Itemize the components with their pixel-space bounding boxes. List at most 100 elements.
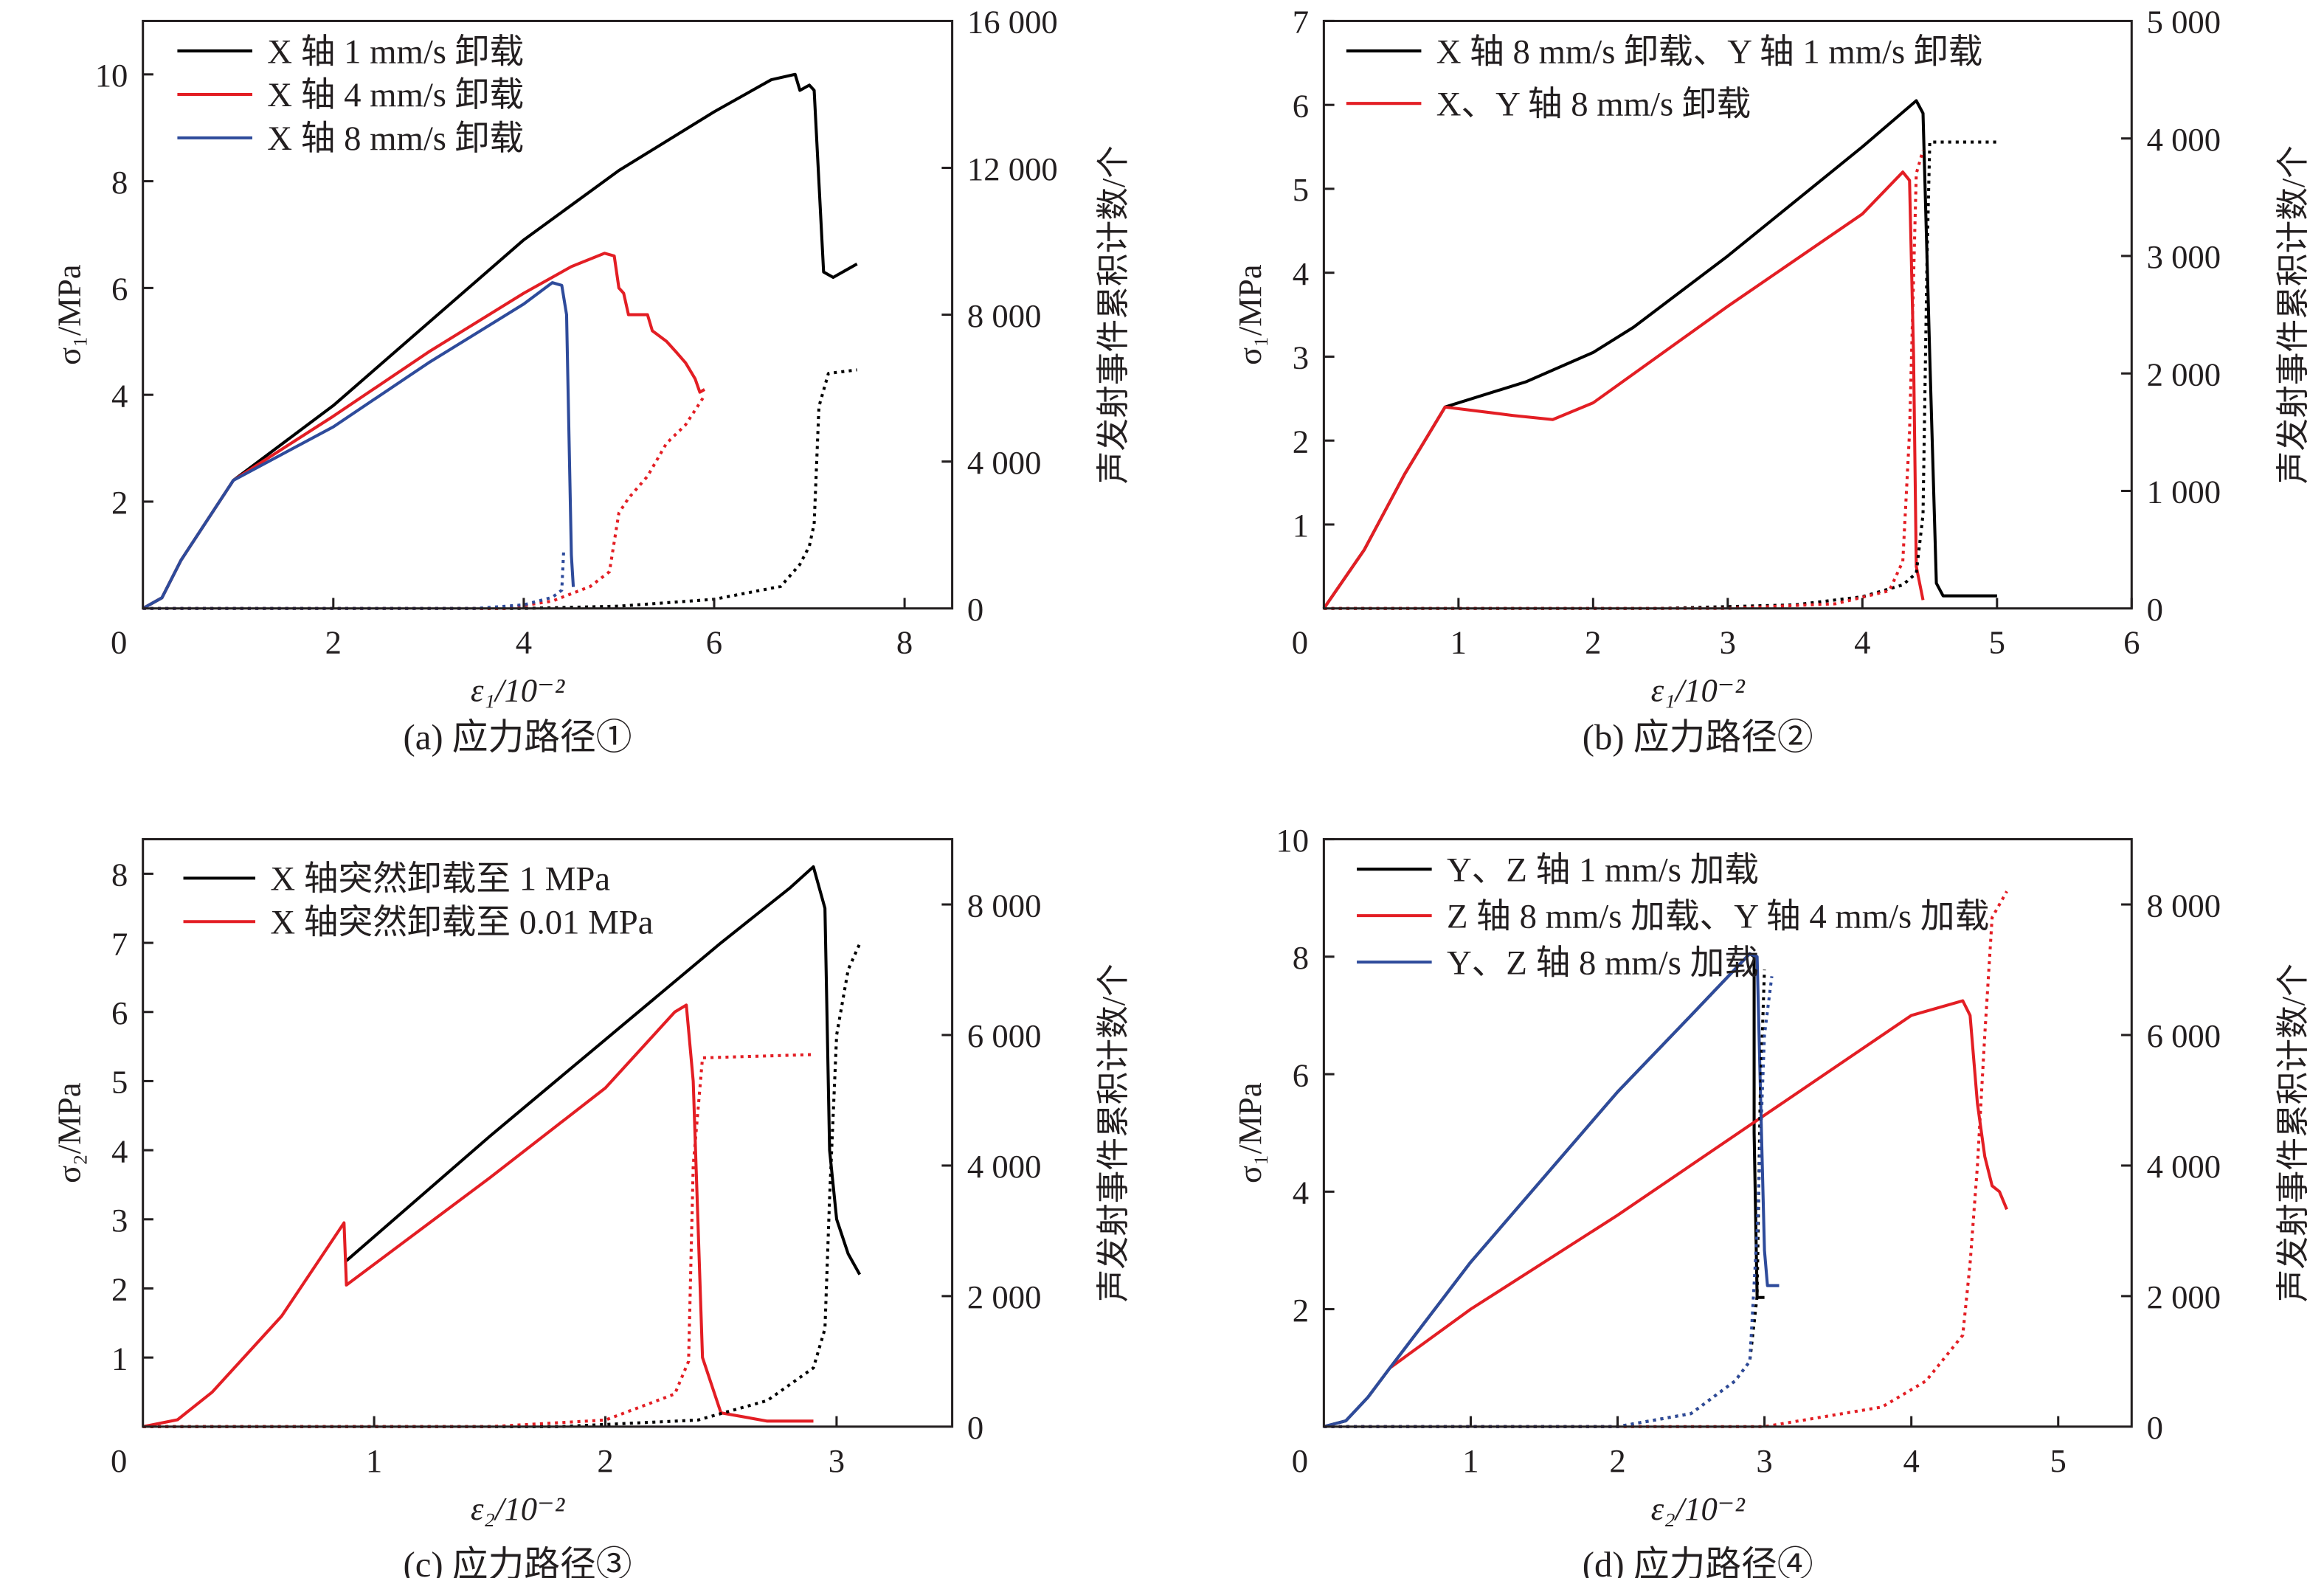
- ae-count-line-3: [1324, 969, 1766, 1428]
- legend-label: X 轴 1 mm/s 卸载: [267, 32, 524, 71]
- y-tick-label: 3: [111, 1202, 128, 1239]
- legend-label: Z 轴 8 mm/s 加载、Y 轴 4 mm/s 加载: [1447, 897, 1989, 935]
- y-tick-label: 4: [111, 1132, 128, 1169]
- chart-panel-2: 0 1 2 3 1 2 3 4 5 6 7 8 0 2 000 4 000 6 000 8 000 ε₂/10⁻²…: [50, 838, 1132, 1578]
- stress-line-2: [142, 281, 575, 610]
- y2-tick-label: 6 000: [2147, 1017, 2221, 1054]
- y-tick-label: 4: [111, 377, 128, 414]
- x-tick-label: 0: [1292, 624, 1308, 661]
- y2-tick-label: 4 000: [967, 1148, 1042, 1185]
- legend-label: X 轴 4 mm/s 卸载: [267, 76, 524, 114]
- y-tick-label: 4: [1293, 1174, 1309, 1211]
- x-tick-label: 4: [1903, 1442, 1919, 1479]
- y-tick-label: 2: [1293, 1292, 1309, 1329]
- y2-tick-label: 4 000: [2147, 1148, 2221, 1185]
- x-tick-label: 1: [366, 1442, 382, 1479]
- y2-tick-label: 0: [967, 591, 983, 628]
- y-tick-label: 8: [111, 164, 128, 201]
- legend-label: X 轴 8 mm/s 卸载: [267, 120, 524, 158]
- y2-tick-label: 4 000: [2147, 121, 2221, 158]
- y-tick-label: 6: [1293, 87, 1309, 124]
- panel-caption: (c) 应力路径③: [404, 1545, 632, 1578]
- x-tick-label: 5: [2050, 1442, 2067, 1479]
- y2-tick-label: 5 000: [2147, 4, 2221, 41]
- x-tick-label: 6: [706, 624, 722, 661]
- y2-tick-label: 6 000: [967, 1017, 1042, 1054]
- y-tick-label: 1: [1293, 507, 1309, 544]
- y-tick-label: 6: [111, 271, 128, 308]
- y2-tick-label: 8 000: [2147, 887, 2221, 924]
- y2-tick-label: 12 000: [967, 150, 1058, 187]
- y-tick-label: 10: [95, 57, 128, 94]
- x-tick-label: 0: [1292, 1442, 1308, 1479]
- x-tick-label: 1: [1450, 624, 1467, 661]
- y2-tick-label: 16 000: [967, 4, 1058, 41]
- stress-line-0: [345, 865, 862, 1276]
- legend-label: X、Y 轴 8 mm/s 卸载: [1436, 85, 1751, 123]
- ae-count-line-2: [142, 943, 862, 1428]
- y2-tick-label: 2 000: [2147, 356, 2221, 392]
- panel-caption: (a) 应力路径①: [404, 718, 632, 758]
- ae-count-line-5: [1324, 976, 1774, 1428]
- legend-label: Y、Z 轴 8 mm/s 加载: [1447, 944, 1759, 982]
- ae-count-line-2: [1324, 140, 1997, 610]
- y-tick-label: 8: [1293, 939, 1309, 976]
- y-tick-label: 6: [1293, 1056, 1309, 1093]
- x-tick-label: 4: [1854, 624, 1870, 661]
- y-tick-label: 2: [1293, 423, 1309, 460]
- panel-caption: (d) 应力路径④: [1583, 1545, 1813, 1578]
- plot-frame: [142, 838, 954, 1428]
- y-tick-label: 2: [111, 1271, 128, 1308]
- y2-tick-label: 0: [2147, 591, 2163, 628]
- y2-tick-label: 1 000: [2147, 474, 2221, 511]
- ae-count-line-5: [142, 549, 566, 610]
- y-tick-label: 8: [111, 857, 128, 893]
- y2-axis-label: 声发射事件累积计数/个: [2275, 145, 2311, 484]
- y-tick-label: 3: [1293, 339, 1309, 376]
- legend-label: X 轴突然卸载至 1 MPa: [270, 860, 610, 899]
- ae-count-line-3: [142, 1053, 814, 1428]
- x-tick-label: 3: [1720, 624, 1736, 661]
- y-tick-label: 7: [1293, 4, 1309, 41]
- legend-label: Y、Z 轴 1 mm/s 加载: [1447, 851, 1759, 889]
- y-tick-label: 7: [111, 925, 128, 962]
- stress-line-1: [1322, 170, 1925, 609]
- y2-tick-label: 2 000: [2147, 1278, 2221, 1315]
- stress-line-1: [142, 1003, 814, 1428]
- y2-tick-label: 4 000: [967, 444, 1042, 481]
- x-axis-label: ε₁/10⁻²: [471, 672, 565, 709]
- y2-axis-label: 声发射事件累积计数/个: [2275, 963, 2311, 1302]
- ae-count-line-3: [142, 368, 857, 610]
- plot-frame: [142, 19, 954, 610]
- x-tick-label: 8: [896, 624, 913, 661]
- y2-tick-label: 2 000: [967, 1278, 1042, 1315]
- stress-line-1: [1388, 999, 2008, 1369]
- y2-axis-label: 声发射事件累积计数/个: [1095, 145, 1132, 484]
- y-axis-label: σ₁/MPa: [50, 264, 87, 365]
- x-tick-label: 5: [1989, 624, 2005, 661]
- y2-tick-label: 8 000: [967, 887, 1042, 924]
- x-tick-label: 1: [1462, 1442, 1479, 1479]
- panel-caption: (b) 应力路径②: [1583, 718, 1813, 758]
- y-tick-label: 1: [111, 1340, 128, 1377]
- chart-panel-1: 0 1 2 3 4 5 6 1 2 3 4 5 6 7 0 1 000 2 000 3 000 4 000 5 000…: [1231, 4, 2311, 758]
- y-axis-label: σ₁/MPa: [1231, 1082, 1268, 1183]
- stress-line-1: [142, 252, 706, 610]
- y2-tick-label: 0: [2147, 1409, 2163, 1446]
- ae-count-line-4: [1324, 890, 2008, 1428]
- legend-label: X 轴 8 mm/s 卸载、Y 轴 1 mm/s 卸载: [1436, 32, 1983, 71]
- y-axis-label: σ₂/MPa: [50, 1082, 87, 1183]
- y2-tick-label: 3 000: [2147, 238, 2221, 275]
- chart-panel-3: 0 1 2 3 4 5 2 4 6 8 10 0 2 000 4 000 6 000 8 000 ε₂/10⁻²…: [1231, 822, 2311, 1578]
- y-axis-label: σ₁/MPa: [1231, 264, 1268, 365]
- chart-panel-0: 0 2 4 6 8 2 4 6 8 10 0 4 000 8 000 12 000 16 000 ε₁/10⁻…: [50, 4, 1132, 758]
- x-tick-label: 2: [325, 624, 342, 661]
- y2-tick-label: 0: [967, 1409, 983, 1446]
- x-tick-label: 2: [1585, 624, 1601, 661]
- y-tick-label: 5: [111, 1064, 128, 1101]
- y-tick-label: 6: [111, 994, 128, 1031]
- y-tick-label: 4: [1293, 255, 1309, 292]
- ae-count-line-4: [142, 394, 706, 610]
- x-tick-label: 3: [829, 1442, 845, 1479]
- x-tick-label: 6: [2123, 624, 2140, 661]
